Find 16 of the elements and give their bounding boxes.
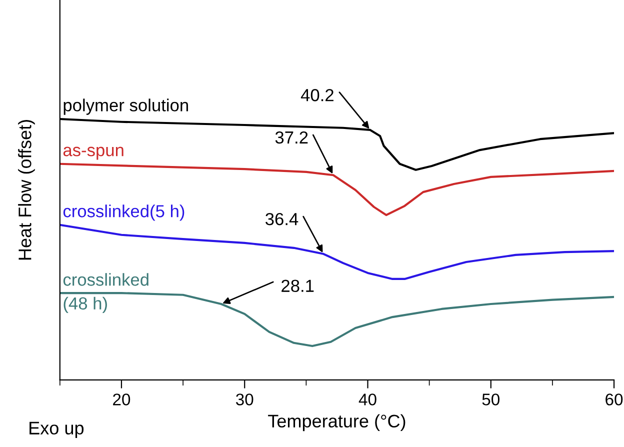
series-label: as-spun (63, 146, 124, 160)
y-axis-title: Heat Flow (offset) (18, 120, 35, 260)
annotation: 36.4 (266, 212, 298, 226)
annotation: 28.1 (282, 280, 314, 292)
x-tick-label: 60 (606, 394, 623, 406)
text: Exo up (30, 422, 84, 438)
x-tick-label: 30 (236, 394, 254, 406)
x-axis-title: Temperature (°C) (268, 414, 406, 432)
annotation: 40.2 (300, 88, 334, 102)
series-label: crosslinked (48 h) (63, 273, 148, 313)
x-tick-label: 40 (358, 394, 376, 406)
x-tick-label: 20 (113, 394, 130, 406)
series-label: polymer solution (64, 98, 188, 115)
annotation: 37.2 (275, 131, 308, 144)
series-label: crosslinked(5 h) (63, 204, 184, 221)
x-tick-label: 50 (482, 394, 500, 406)
